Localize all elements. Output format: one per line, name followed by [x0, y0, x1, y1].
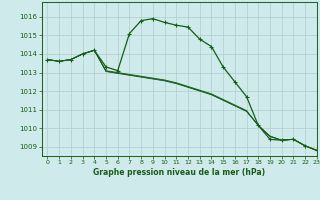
X-axis label: Graphe pression niveau de la mer (hPa): Graphe pression niveau de la mer (hPa) — [93, 168, 265, 177]
